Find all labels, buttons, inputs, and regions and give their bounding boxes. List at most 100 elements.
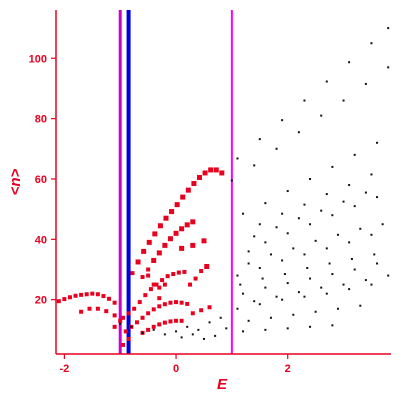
- point-s1-46: [160, 278, 165, 283]
- point-s2-40: [286, 282, 289, 285]
- point-s1-50: [182, 269, 187, 274]
- point-s2-67: [163, 333, 166, 336]
- point-s1-26: [208, 167, 214, 173]
- point-s1-77: [157, 285, 162, 290]
- point-s2-61: [309, 325, 312, 328]
- point-s1-51: [123, 329, 128, 334]
- point-s1-32: [156, 250, 162, 256]
- point-s2-44: [376, 262, 379, 265]
- point-s1-29: [140, 275, 145, 280]
- point-s1-18: [163, 215, 169, 221]
- point-s1-2: [62, 297, 67, 302]
- point-s1-17: [157, 223, 163, 229]
- point-s1-23: [191, 181, 197, 187]
- point-s2-39: [264, 286, 267, 289]
- point-s1-41: [132, 306, 137, 311]
- point-s1-78: [162, 282, 167, 287]
- point-s2-54: [292, 313, 295, 316]
- point-s1-85: [204, 263, 210, 269]
- point-s1-30: [146, 267, 151, 272]
- point-s2-29: [353, 205, 356, 208]
- point-s1-86: [146, 273, 151, 278]
- point-s2-102: [350, 257, 353, 260]
- point-s2-98: [261, 277, 264, 280]
- point-s1-73: [95, 306, 100, 311]
- point-s2-66: [152, 328, 155, 331]
- point-s2-71: [208, 321, 211, 324]
- point-s1-48: [171, 272, 176, 277]
- point-s2-53: [269, 316, 272, 319]
- point-s1-11: [112, 300, 117, 305]
- point-s1-22: [185, 187, 191, 193]
- point-s1-94: [126, 336, 131, 341]
- point-s1-89: [190, 311, 195, 316]
- y-tick-label: 40: [35, 234, 47, 246]
- point-s1-69: [174, 318, 179, 323]
- point-s2-90: [247, 262, 250, 265]
- point-s2-97: [239, 283, 242, 286]
- point-s2-27: [309, 223, 312, 226]
- point-s1-88: [157, 296, 162, 301]
- point-s2-103: [373, 253, 376, 256]
- point-s2-9: [230, 179, 233, 182]
- point-s2-8: [387, 27, 390, 30]
- point-s2-23: [376, 141, 379, 144]
- point-s2-25: [264, 241, 267, 244]
- point-s1-75: [112, 313, 117, 318]
- tick-labels: -2 0 2 20 40 60 80 100: [29, 53, 291, 375]
- point-s2-19: [286, 190, 289, 193]
- point-s2-83: [370, 173, 373, 176]
- point-s1-79: [179, 245, 185, 251]
- vertical-reference-lines: [118, 10, 233, 354]
- point-s2-105: [275, 295, 278, 298]
- point-s2-56: [336, 307, 339, 310]
- point-s2-1: [236, 157, 239, 160]
- point-s1-24: [196, 174, 202, 180]
- point-s2-107: [320, 286, 323, 289]
- point-s1-38: [190, 219, 196, 225]
- x-axis-title: E: [217, 376, 228, 393]
- point-s1-72: [87, 306, 92, 311]
- point-s2-89: [364, 191, 367, 194]
- point-s2-28: [331, 214, 334, 217]
- point-s2-86: [297, 217, 300, 220]
- x-tick-label: 2: [285, 363, 291, 375]
- point-s1-60: [174, 300, 179, 305]
- point-s2-77: [180, 336, 183, 339]
- point-s2-42: [331, 273, 334, 276]
- point-s1-40: [126, 311, 131, 316]
- point-s2-62: [331, 324, 334, 327]
- point-s2-47: [281, 298, 284, 301]
- point-s1-6: [84, 292, 89, 297]
- point-s2-24: [247, 250, 250, 253]
- point-s2-43: [353, 268, 356, 271]
- point-s1-10: [107, 296, 112, 301]
- point-s2-49: [325, 292, 328, 295]
- point-s1-56: [151, 307, 156, 312]
- point-s2-82: [348, 184, 351, 187]
- point-s2-50: [348, 288, 351, 291]
- point-s1-53: [134, 320, 139, 325]
- point-s2-68: [175, 330, 178, 333]
- point-s1-3: [67, 295, 72, 300]
- point-s2-6: [348, 61, 351, 64]
- point-s2-65: [141, 331, 144, 334]
- point-s1-15: [146, 239, 152, 245]
- point-s2-48: [303, 295, 306, 298]
- point-s1-42: [137, 300, 142, 305]
- point-s2-101: [328, 262, 331, 265]
- point-s2-87: [320, 209, 323, 212]
- point-s1-67: [162, 320, 167, 325]
- point-s2-37: [370, 233, 373, 236]
- point-s1-62: [185, 301, 190, 306]
- point-s2-80: [303, 203, 306, 206]
- point-s2-13: [320, 114, 323, 117]
- point-s1-83: [193, 276, 198, 281]
- point-s1-13: [135, 259, 141, 265]
- point-s1-87: [151, 282, 156, 287]
- point-s1-35: [173, 230, 179, 236]
- point-s2-74: [214, 334, 217, 337]
- point-s1-58: [162, 302, 167, 307]
- point-s1-68: [168, 319, 173, 324]
